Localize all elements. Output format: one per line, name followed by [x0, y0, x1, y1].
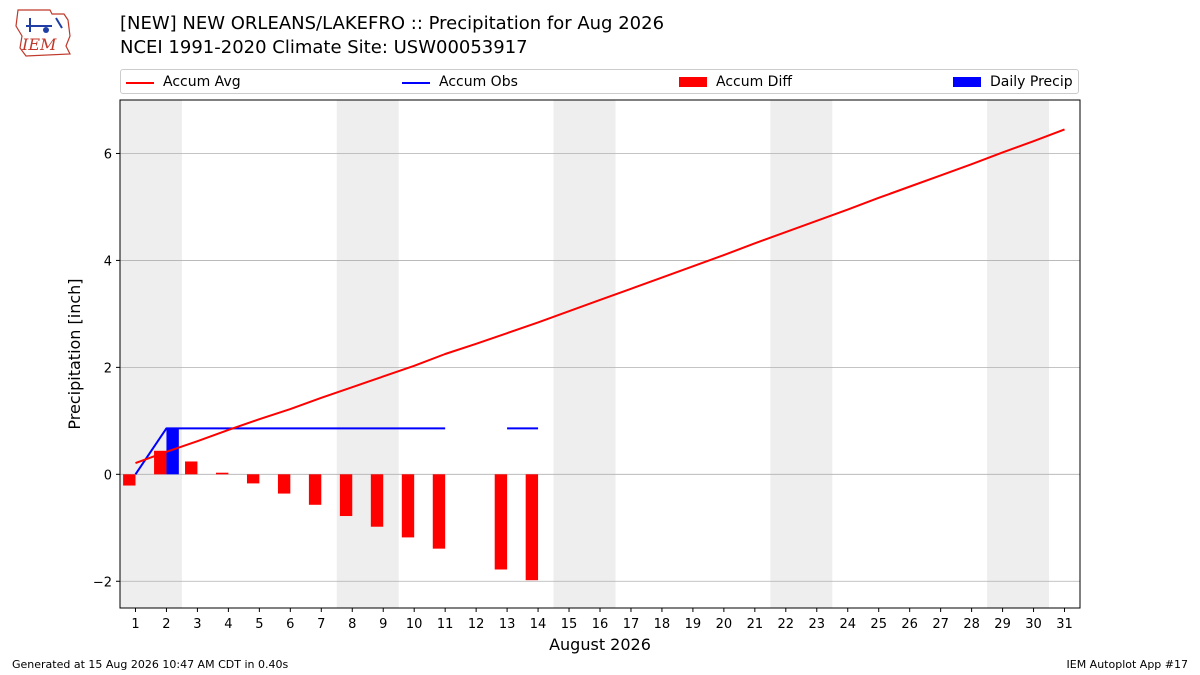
- x-tick-label: 21: [747, 617, 764, 632]
- weekend-band-4: [987, 100, 1050, 608]
- x-tick-label: 1: [131, 617, 139, 632]
- bar-accum-diff: [401, 474, 415, 538]
- legend-swatch-accum-obs: [402, 82, 430, 84]
- x-tick-label: 10: [406, 617, 423, 632]
- bar-daily-precip: [166, 428, 179, 475]
- bar-accum-diff: [277, 474, 291, 494]
- bar-accum-diff: [525, 474, 539, 581]
- y-tick-label: 4: [104, 254, 112, 269]
- bar-accum-diff: [123, 474, 136, 486]
- x-tick-label: 20: [716, 617, 733, 632]
- legend-swatch-accum-avg: [126, 82, 154, 84]
- weekend-band-0: [120, 100, 182, 608]
- chart-legend: Accum Avg Accum Obs Accum Diff Daily Pre…: [120, 69, 1079, 94]
- x-tick-label: 5: [255, 617, 263, 632]
- x-tick-label: 30: [1025, 617, 1042, 632]
- bars: [123, 428, 539, 581]
- x-tick-label: 4: [224, 617, 232, 632]
- weekend-band-3: [770, 100, 833, 608]
- x-tick-label: 6: [286, 617, 294, 632]
- legend-label-accum-avg: Accum Avg: [163, 74, 241, 90]
- x-tick-label: 16: [592, 617, 609, 632]
- x-tick-label: 8: [348, 617, 356, 632]
- legend-label-daily-precip: Daily Precip: [990, 74, 1073, 90]
- x-tick-label: 17: [623, 617, 640, 632]
- x-tick-label: 26: [901, 617, 918, 632]
- x-tick-label: 24: [839, 617, 856, 632]
- x-tick-label: 31: [1056, 617, 1073, 632]
- series-lines: [134, 128, 1065, 475]
- bar-accum-diff: [308, 474, 322, 505]
- x-tick-label: 19: [685, 617, 702, 632]
- chart-subtitle: NCEI 1991-2020 Climate Site: USW00053917: [120, 37, 528, 58]
- x-tick-label: 27: [932, 617, 949, 632]
- chart-title: [NEW] NEW ORLEANS/LAKEFRO :: Precipitati…: [120, 13, 665, 34]
- logo-text: IEM: [21, 35, 57, 54]
- x-tick-label: 25: [870, 617, 887, 632]
- bar-accum-diff: [185, 461, 198, 475]
- legend-label-accum-diff: Accum Diff: [716, 74, 793, 90]
- x-axis-label: August 2026: [549, 635, 651, 654]
- bar-accum-diff: [246, 474, 260, 484]
- y-tick-label: −2: [93, 575, 112, 590]
- bar-accum-diff: [370, 474, 384, 527]
- iem-logo: IEM: [15, 9, 71, 57]
- x-tick-label: 28: [963, 617, 980, 632]
- x-tick-label: 14: [530, 617, 547, 632]
- x-tick-label: 2: [162, 617, 170, 632]
- x-tick-label: 9: [379, 617, 387, 632]
- footer-app: IEM Autoplot App #17: [1066, 658, 1189, 671]
- line-accum-obs: [134, 427, 446, 475]
- y-tick-label: 0: [104, 468, 112, 483]
- x-tick-label: 29: [994, 617, 1011, 632]
- bar-accum-diff: [216, 472, 229, 475]
- bar-accum-diff: [432, 474, 446, 549]
- weekend-band-1: [336, 100, 399, 608]
- legend-swatch-daily-precip: [953, 77, 981, 87]
- legend-label-accum-obs: Accum Obs: [439, 74, 518, 90]
- x-tick-label: 7: [317, 617, 325, 632]
- bar-accum-diff: [494, 474, 508, 570]
- line-accum-avg: [135, 128, 1065, 465]
- x-tick-label: 22: [778, 617, 795, 632]
- x-tick-label: 18: [654, 617, 671, 632]
- x-tick-label: 13: [499, 617, 516, 632]
- x-tick-label: 15: [561, 617, 578, 632]
- x-tick-label: 23: [809, 617, 826, 632]
- x-tick-label: 12: [468, 617, 485, 632]
- bar-accum-diff: [339, 474, 353, 517]
- x-tick-label: 11: [437, 617, 454, 632]
- x-tick-label: 3: [193, 617, 201, 632]
- bar-accum-diff: [154, 450, 167, 475]
- weekend-shading: [120, 100, 1050, 608]
- y-axis-label: Precipitation [inch]: [65, 278, 84, 429]
- footer-generated: Generated at 15 Aug 2026 10:47 AM CDT in…: [12, 658, 289, 671]
- y-tick-label: 6: [104, 147, 112, 162]
- y-tick-label: 2: [104, 361, 112, 376]
- weekend-band-2: [553, 100, 616, 608]
- legend-swatch-accum-diff: [679, 77, 707, 87]
